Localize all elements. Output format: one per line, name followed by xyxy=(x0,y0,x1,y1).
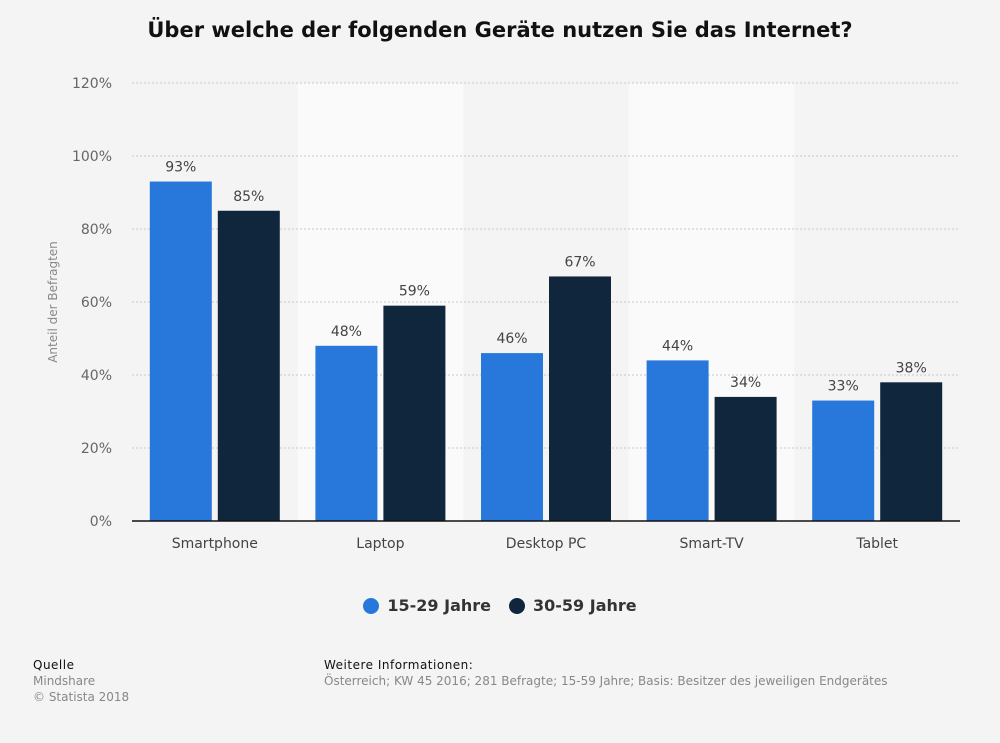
data-label: 85% xyxy=(233,189,264,205)
bar-1-laptop xyxy=(315,345,378,521)
y-tick-label: 100% xyxy=(72,149,112,165)
y-tick-label: 20% xyxy=(81,441,112,457)
legend-marker-series-1 xyxy=(363,597,380,614)
bar-2-laptop xyxy=(383,305,446,521)
data-label: 59% xyxy=(399,284,430,300)
y-tick-label: 120% xyxy=(72,76,112,92)
y-tick-label: 60% xyxy=(81,295,112,311)
info-block: Weitere Informationen: Österreich; KW 45… xyxy=(324,657,888,689)
legend-marker-series-2 xyxy=(509,597,525,614)
y-tick-label: 40% xyxy=(81,368,112,384)
bar-1-desktop-pc xyxy=(481,353,543,521)
bar-2-smart-tv xyxy=(714,396,777,521)
bar-1-tablet xyxy=(812,400,875,521)
bar-2-desktop-pc xyxy=(549,276,611,521)
data-label: 67% xyxy=(564,254,595,270)
legend-item-series-1[interactable]: 15-29 Jahre xyxy=(363,596,491,615)
source-name: Mindshare xyxy=(33,674,96,688)
y-axis-label: Anteil der Befragten xyxy=(46,241,60,363)
x-tick-label: Desktop PC xyxy=(506,536,587,552)
info-text: Österreich; KW 45 2016; 281 Befragte; 15… xyxy=(324,674,888,688)
chart-title: Über welche der folgenden Geräte nutzen … xyxy=(147,18,853,42)
bar-1-smartphone xyxy=(149,181,212,522)
bar-2-tablet xyxy=(880,382,943,521)
data-label: 46% xyxy=(496,331,527,347)
x-tick-label: Smartphone xyxy=(172,536,258,552)
bar-1-smart-tv xyxy=(646,360,709,521)
y-tick-label: 80% xyxy=(81,222,112,238)
data-label: 44% xyxy=(662,338,693,354)
data-label: 34% xyxy=(730,375,761,391)
data-label: 38% xyxy=(896,360,927,376)
legend-item-series-2[interactable]: 30-59 Jahre xyxy=(509,596,637,615)
x-tick-label: Laptop xyxy=(356,536,404,552)
source-block: Quelle Mindshare © Statista 2018 xyxy=(33,657,129,705)
x-tick-label: Tablet xyxy=(855,536,898,552)
bar-chart: 0% 20% 40% 60% 80% 100% 120% Anteil der Befragt… xyxy=(46,76,960,552)
legend-label-series-2: 30-59 Jahre xyxy=(533,596,637,615)
data-label: 33% xyxy=(828,379,859,395)
data-label: 48% xyxy=(331,324,362,340)
copyright: © Statista 2018 xyxy=(33,690,130,704)
x-tick-label: Smart-TV xyxy=(679,536,744,552)
data-label: 93% xyxy=(165,160,196,176)
info-heading: Weitere Informationen: xyxy=(324,658,474,672)
bar-2-smartphone xyxy=(217,210,280,521)
legend-label-series-1: 15-29 Jahre xyxy=(387,596,491,615)
source-heading: Quelle xyxy=(33,658,75,672)
legend: 15-29 Jahre 30-59 Jahre xyxy=(0,596,1000,615)
y-tick-label: 0% xyxy=(90,514,112,530)
